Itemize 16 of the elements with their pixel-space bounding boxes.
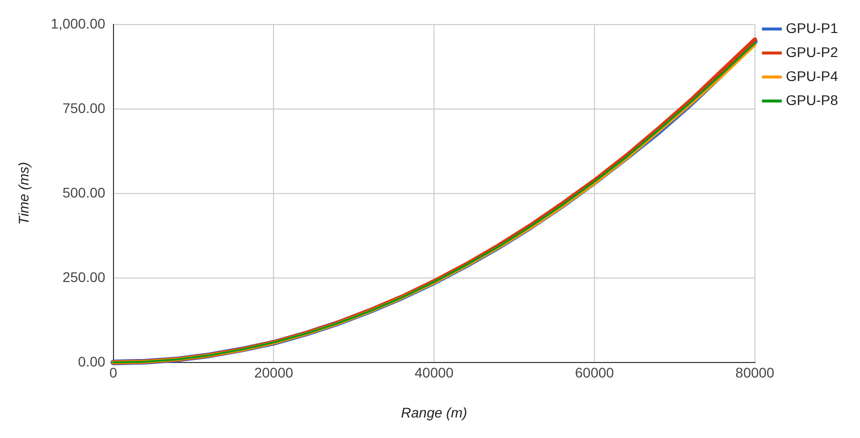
x-tick-label: 40000 [414,364,454,381]
legend-label: GPU-P2 [786,44,838,60]
legend-label: GPU-P1 [786,20,838,36]
x-tick-label: 20000 [254,364,294,381]
x-axis-title: Range (m) [401,404,468,420]
y-axis-title: Time (ms) [15,162,32,225]
y-tick-label: 500.00 [62,184,106,200]
legend-label: GPU-P8 [786,92,838,108]
y-tick-label: 1,000.00 [50,15,106,32]
y-tick-label: 750.00 [62,100,106,116]
x-tick-label: 0 [109,364,118,381]
x-tick-label: 60000 [575,364,614,381]
y-tick-label: 250.00 [62,268,106,285]
legend-label: GPU-P4 [786,68,838,84]
y-tick-label: 0.00 [78,353,106,370]
x-tick-label: 80000 [735,364,775,381]
